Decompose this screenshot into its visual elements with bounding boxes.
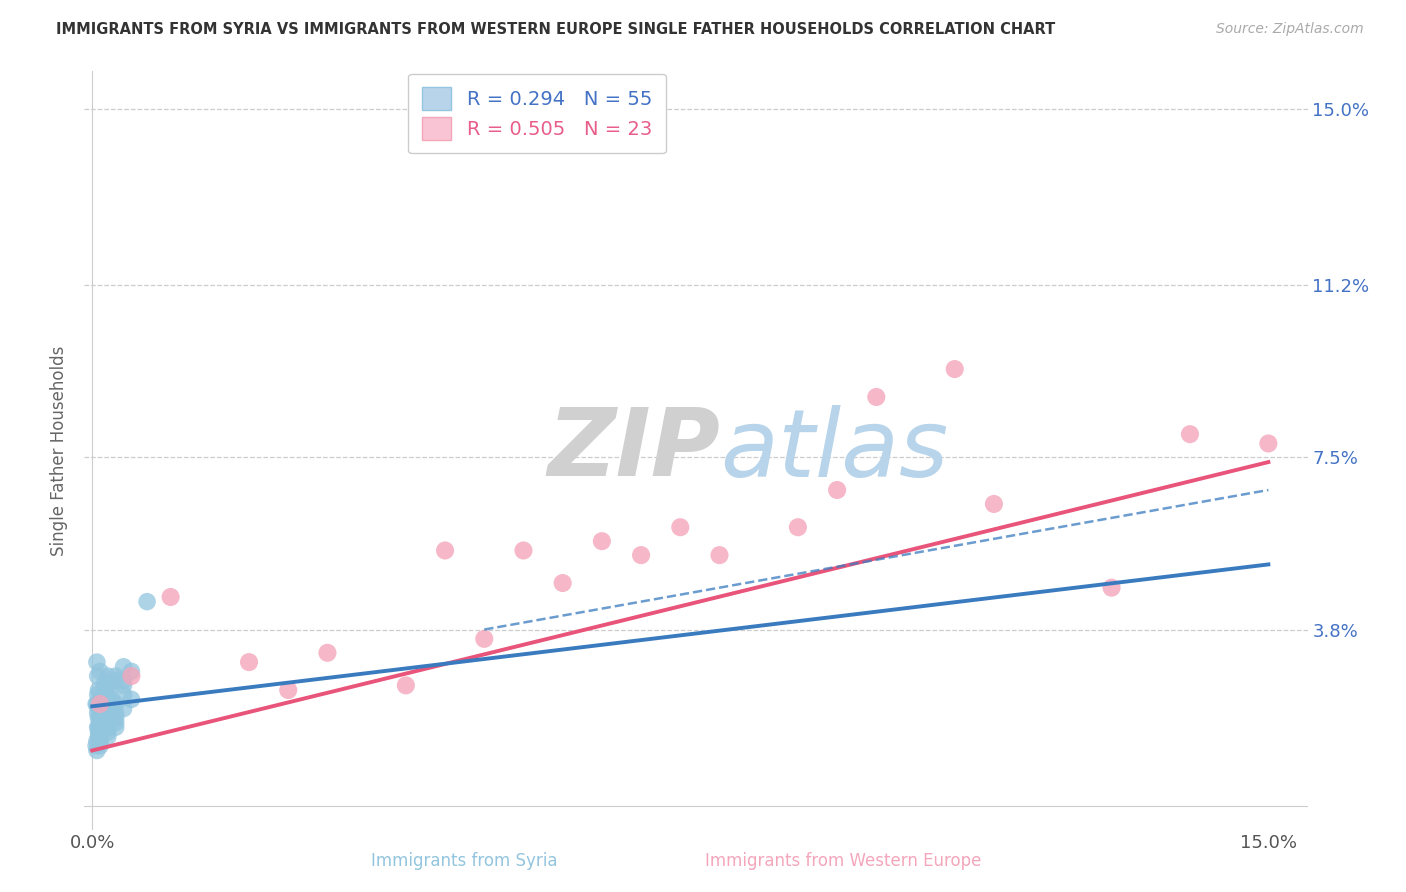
- Point: [87, 683, 110, 698]
- Point: [104, 697, 127, 711]
- Point: [93, 688, 115, 702]
- Point: [86, 669, 108, 683]
- Point: [97, 730, 120, 744]
- Text: ZIP: ZIP: [547, 404, 720, 497]
- Point: [89, 734, 111, 748]
- Point: [1101, 581, 1123, 595]
- Text: atlas: atlas: [720, 405, 949, 496]
- Point: [395, 678, 418, 692]
- Point: [97, 678, 120, 692]
- Point: [97, 697, 120, 711]
- Point: [86, 655, 108, 669]
- Point: [87, 701, 110, 715]
- Point: [93, 683, 115, 698]
- Point: [97, 692, 120, 706]
- Point: [89, 697, 111, 711]
- Point: [709, 548, 731, 562]
- Point: [87, 724, 110, 739]
- Text: IMMIGRANTS FROM SYRIA VS IMMIGRANTS FROM WESTERN EUROPE SINGLE FATHER HOUSEHOLDS: IMMIGRANTS FROM SYRIA VS IMMIGRANTS FROM…: [56, 22, 1056, 37]
- Point: [86, 743, 108, 757]
- Point: [86, 706, 108, 721]
- Point: [97, 669, 120, 683]
- Text: Immigrants from Western Europe: Immigrants from Western Europe: [706, 852, 981, 870]
- Text: Source: ZipAtlas.com: Source: ZipAtlas.com: [1216, 22, 1364, 37]
- Point: [89, 715, 111, 730]
- Point: [86, 734, 108, 748]
- Point: [89, 730, 111, 744]
- Point: [112, 659, 135, 673]
- Point: [104, 669, 127, 683]
- Point: [97, 720, 120, 734]
- Point: [865, 390, 887, 404]
- Point: [136, 594, 159, 608]
- Point: [89, 665, 111, 679]
- Point: [1178, 427, 1201, 442]
- Legend: R = 0.294   N = 55, R = 0.505   N = 23: R = 0.294 N = 55, R = 0.505 N = 23: [408, 73, 665, 153]
- Point: [238, 655, 260, 669]
- Point: [512, 543, 534, 558]
- Point: [86, 697, 108, 711]
- Point: [104, 673, 127, 688]
- Point: [89, 711, 111, 725]
- Point: [89, 724, 111, 739]
- Point: [89, 739, 111, 753]
- Point: [97, 683, 120, 698]
- Point: [86, 720, 108, 734]
- Point: [90, 715, 112, 730]
- Point: [87, 730, 110, 744]
- Point: [101, 692, 124, 706]
- Point: [825, 483, 848, 497]
- Point: [943, 362, 966, 376]
- Point: [1257, 436, 1279, 450]
- Point: [90, 701, 112, 715]
- Point: [86, 688, 108, 702]
- Point: [787, 520, 810, 534]
- Point: [434, 543, 457, 558]
- Point: [87, 711, 110, 725]
- Point: [89, 692, 111, 706]
- Point: [983, 497, 1005, 511]
- Point: [104, 706, 127, 721]
- Point: [84, 739, 107, 753]
- Point: [112, 678, 135, 692]
- Point: [104, 720, 127, 734]
- Point: [104, 715, 127, 730]
- Point: [84, 697, 107, 711]
- Point: [97, 701, 120, 715]
- Point: [316, 646, 339, 660]
- Point: [112, 673, 135, 688]
- Text: Immigrants from Syria: Immigrants from Syria: [371, 852, 557, 870]
- Point: [104, 711, 127, 725]
- Point: [112, 701, 135, 715]
- Point: [591, 534, 613, 549]
- Point: [630, 548, 652, 562]
- Point: [120, 665, 142, 679]
- Point: [93, 678, 115, 692]
- Y-axis label: Single Father Households: Single Father Households: [51, 345, 69, 556]
- Point: [472, 632, 495, 646]
- Point: [112, 688, 135, 702]
- Point: [87, 720, 110, 734]
- Point: [669, 520, 692, 534]
- Point: [159, 590, 181, 604]
- Point: [120, 669, 142, 683]
- Point: [551, 576, 574, 591]
- Point: [97, 711, 120, 725]
- Point: [277, 683, 299, 698]
- Point: [97, 724, 120, 739]
- Point: [120, 692, 142, 706]
